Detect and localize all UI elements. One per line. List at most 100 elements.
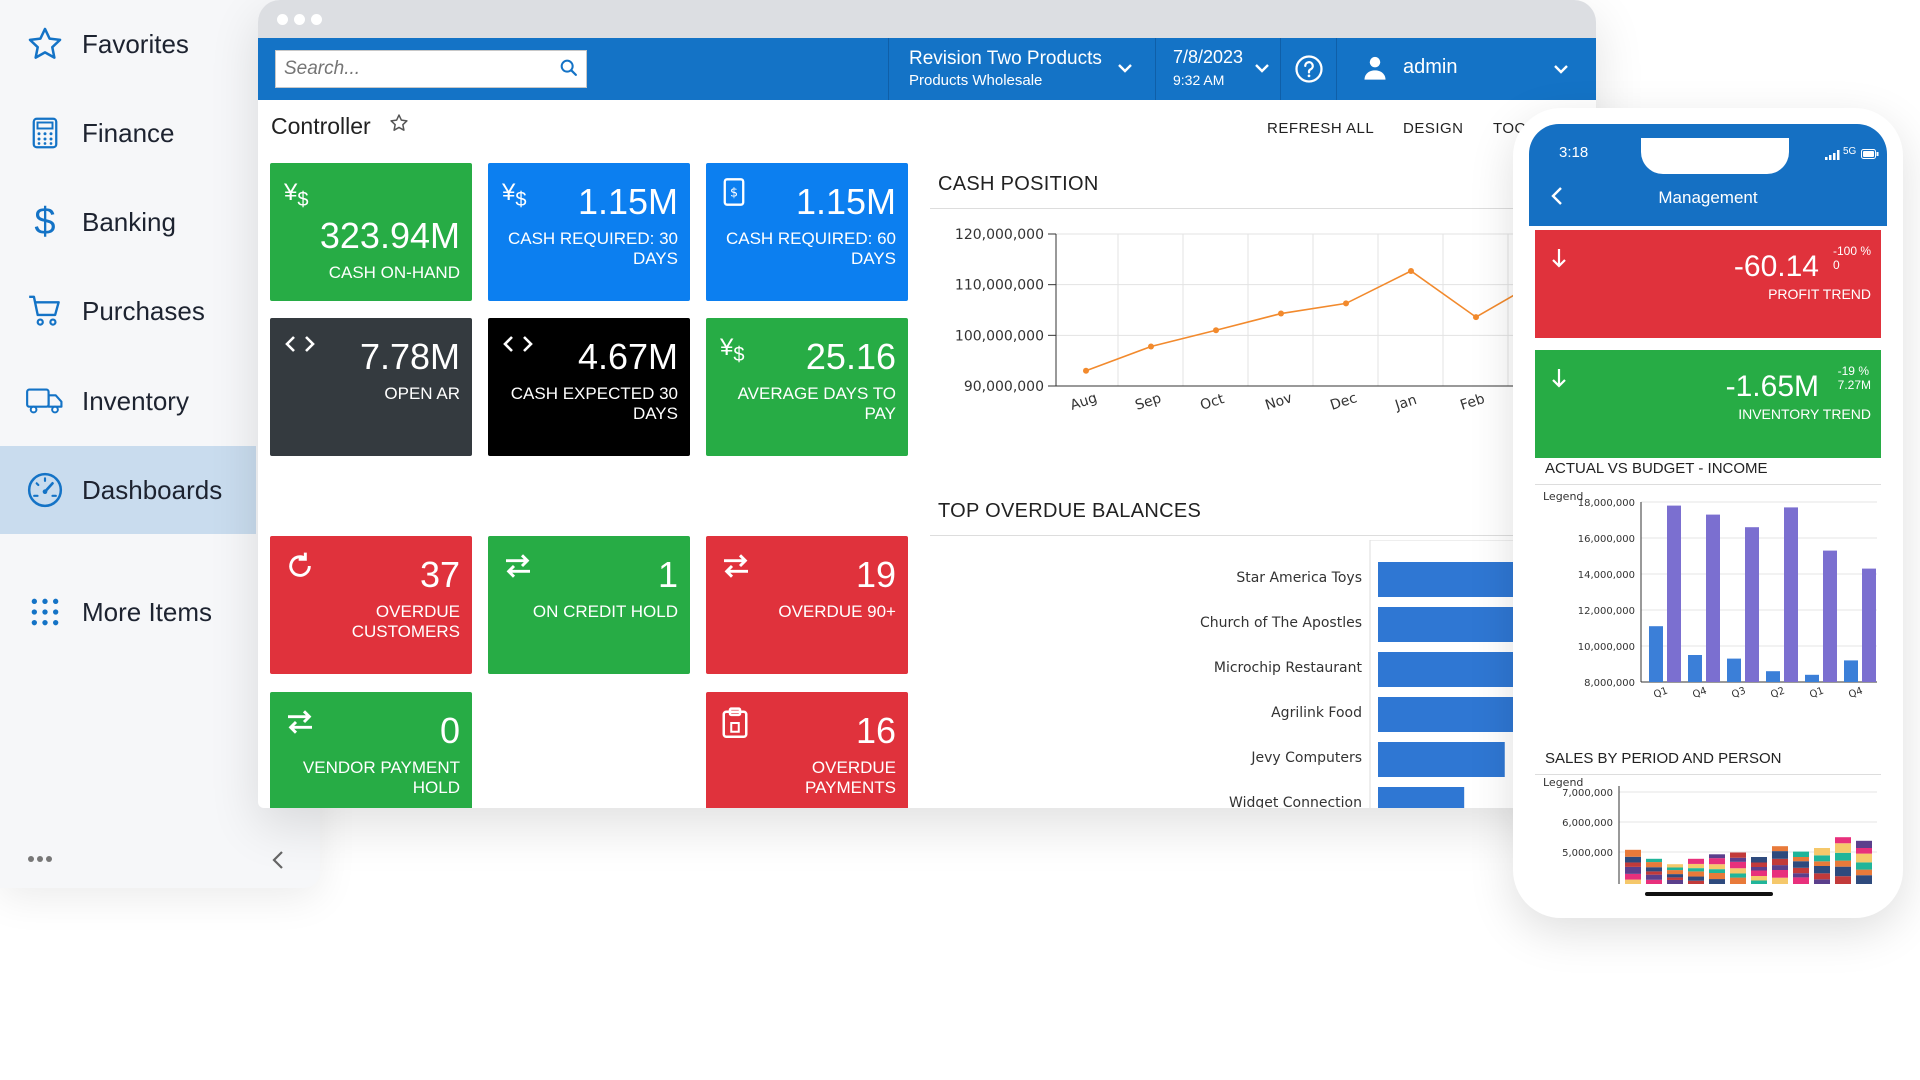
stack-segment: [1688, 880, 1704, 884]
kpi-tile-open-ar[interactable]: 7.78M OPEN AR: [270, 318, 472, 456]
favorite-star-icon[interactable]: [389, 113, 409, 138]
y-tick-label: 18,000,000: [1578, 498, 1635, 509]
tile-value: 1.15M: [577, 181, 678, 222]
user-menu[interactable]: admin: [1337, 38, 1596, 100]
stack-segment: [1625, 856, 1641, 863]
page-title: Controller: [271, 113, 371, 139]
data-point: [1083, 367, 1089, 374]
stack-segment: [1772, 865, 1788, 870]
sidebar-item-dashboards[interactable]: Dashboards: [0, 446, 256, 534]
chevron-left-icon[interactable]: [268, 848, 288, 877]
stack-segment: [1751, 876, 1767, 881]
kpi-tile-cash-on-hand[interactable]: ¥$ 323.94M CASH ON-HAND: [270, 163, 472, 301]
sidebar-item-more-items[interactable]: More Items: [0, 568, 256, 656]
phone-header: 3:18 5G Management: [1529, 124, 1887, 226]
home-indicator: [1645, 892, 1773, 896]
x-tick-label: Nov: [1263, 390, 1294, 414]
stack-segment: [1667, 870, 1683, 875]
tile-value: 0: [439, 710, 460, 751]
sidebar-item-banking[interactable]: $ Banking: [0, 178, 256, 266]
search-box: [275, 50, 587, 88]
signal-icon: [1825, 147, 1841, 165]
dollar-icon: $: [34, 200, 56, 243]
actual-bar: [1805, 674, 1819, 682]
stack-segment: [1856, 848, 1872, 854]
stack-segment: [1814, 879, 1830, 884]
stack-segment: [1772, 877, 1788, 884]
stack-segment: [1688, 871, 1704, 877]
phone-tile-profit-trend[interactable]: -60.14 -100 % 0 PROFIT TREND: [1535, 230, 1881, 338]
refresh-icon: [284, 550, 318, 584]
stack-segment: [1625, 879, 1641, 884]
phone-tile-label: PROFIT TREND: [1768, 286, 1871, 302]
x-tick-label: Q1: [1652, 686, 1669, 701]
phone-tile-label: INVENTORY TREND: [1738, 406, 1871, 422]
stack-segment: [1709, 873, 1725, 880]
cart-icon: [25, 291, 65, 331]
stack-segment: [1646, 879, 1662, 884]
phone-tile-percent: -19 % 7.27M: [1837, 364, 1871, 392]
tile-value: 25.16: [805, 336, 896, 377]
help-icon[interactable]: [1294, 54, 1324, 89]
budget-bar: [1862, 568, 1876, 682]
stack-segment: [1667, 864, 1683, 868]
window-dot[interactable]: [277, 14, 288, 25]
window-dot[interactable]: [294, 14, 305, 25]
stack-segment: [1793, 867, 1809, 874]
overdue-bar: [1378, 787, 1465, 808]
sidebar-item-favorites[interactable]: Favorites: [0, 0, 256, 88]
search-icon[interactable]: [558, 57, 580, 84]
top-overdue-title: TOP OVERDUE BALANCES: [938, 500, 1202, 522]
kpi-tile-overdue-payments[interactable]: 16 OVERDUE PAYMENTS: [706, 692, 908, 808]
tile-label: OVERDUE PAYMENTS: [805, 758, 896, 797]
phone-tile-percent: -100 % 0: [1832, 244, 1871, 272]
company-selector[interactable]: Revision Two Products Products Wholesale: [889, 38, 1155, 100]
window-dot[interactable]: [311, 14, 322, 25]
sidebar-item-purchases[interactable]: Purchases: [0, 267, 256, 355]
kpi-tile-cash-expected-30[interactable]: 4.67M CASH EXPECTED 30 DAYS: [488, 318, 690, 456]
budget-bar: [1706, 514, 1720, 682]
kpi-tile-overdue-customers[interactable]: 37 OVERDUE CUSTOMERS: [270, 536, 472, 674]
kpi-tile-cash-required-30[interactable]: ¥$ 1.15M CASH REQUIRED: 30 DAYS: [488, 163, 690, 301]
phone-tile-inventory-trend[interactable]: -1.65M -19 % 7.27M INVENTORY TREND: [1535, 350, 1881, 458]
phone-tile-value: -60.14: [1733, 250, 1819, 283]
business-date: 7/8/2023: [1173, 47, 1244, 67]
stack-segment: [1835, 852, 1851, 861]
kpi-tile-cash-required-60[interactable]: $ 1.15M CASH REQUIRED: 60 DAYS: [706, 163, 908, 301]
budget-bar: [1745, 527, 1759, 682]
tile-label: OVERDUE 90+: [778, 602, 896, 621]
stack-segment: [1730, 857, 1746, 862]
date-selector[interactable]: 7/8/2023 9:32 AM: [1156, 38, 1280, 100]
back-chevron-icon[interactable]: [1549, 184, 1565, 213]
kpi-tile-average-days-to-pay[interactable]: ¥$ 25.16 AVERAGE DAYS TO PAY: [706, 318, 908, 456]
tile-label: CASH ON-HAND: [328, 263, 460, 282]
sidebar-item-label: Dashboards: [82, 474, 223, 505]
sidebar-item-finance[interactable]: Finance: [0, 89, 256, 177]
stack-segment: [1667, 879, 1683, 884]
sidebar-item-inventory[interactable]: Inventory: [0, 357, 256, 445]
stack-segment: [1625, 866, 1641, 874]
tile-value: 16: [855, 710, 896, 751]
stack-segment: [1835, 837, 1851, 844]
stack-segment: [1688, 876, 1704, 881]
tile-label: AVERAGE DAYS TO PAY: [737, 384, 896, 423]
kpi-tile-vendor-payment-hold[interactable]: 0 VENDOR PAYMENT HOLD: [270, 692, 472, 808]
refresh-all-button[interactable]: REFRESH ALL: [1267, 120, 1375, 137]
kpi-tile-on-credit-hold[interactable]: 1 ON CREDIT HOLD: [488, 536, 690, 674]
sidebar-item-label: Finance: [82, 117, 175, 148]
stack-segment: [1772, 846, 1788, 852]
tile-value: 1: [657, 554, 678, 595]
search-input[interactable]: [276, 51, 546, 87]
design-button[interactable]: DESIGN: [1403, 120, 1464, 137]
ellipsis-icon[interactable]: [26, 852, 56, 871]
sidebar-item-label: More Items: [82, 596, 213, 627]
stack-segment: [1646, 867, 1662, 872]
tile-label: OPEN AR: [384, 384, 460, 403]
kpi-tile-overdue-90[interactable]: 19 OVERDUE 90+: [706, 536, 908, 674]
cash-position-line: [1085, 270, 1542, 372]
budget-bar: [1667, 505, 1681, 682]
company-name: Revision Two Products: [909, 48, 1102, 69]
stack-segment: [1667, 874, 1683, 878]
